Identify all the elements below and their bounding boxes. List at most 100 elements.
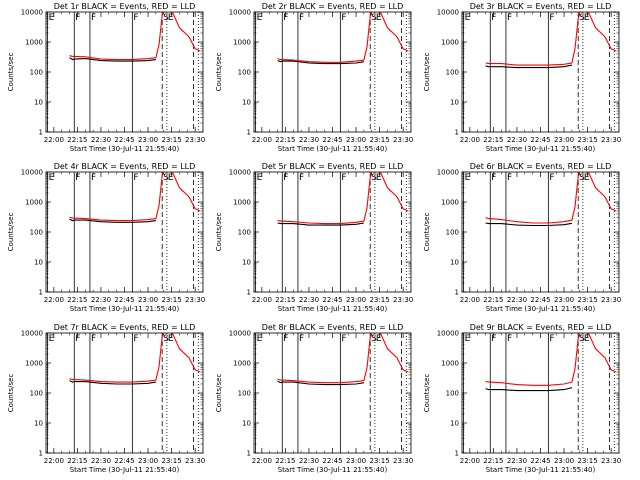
series-lld-line — [485, 333, 617, 386]
x-tick-label: 23:15 — [162, 136, 182, 144]
event-marker-label: F — [491, 173, 496, 183]
x-tick-label: 22:30 — [507, 136, 527, 144]
series-events-line — [277, 380, 364, 386]
x-tick-label: 23:15 — [370, 457, 390, 465]
y-tick-label: 1 — [455, 289, 459, 297]
x-tick-label: 22:00 — [252, 136, 272, 144]
event-marker-label: E — [584, 13, 590, 23]
x-tick-label: 22:45 — [530, 457, 550, 465]
y-axis-label: Counts/sec — [7, 53, 15, 92]
x-axis-label: Start Time (30-Jul-11 21:55:40) — [278, 145, 388, 153]
y-tick-label: 10000 — [437, 330, 459, 338]
plot-frame — [253, 332, 412, 454]
x-tick-label: 23:15 — [162, 457, 182, 465]
event-marker-label: S — [371, 173, 377, 183]
series-events-line — [277, 222, 364, 226]
plot-frame — [253, 11, 412, 133]
series-events-line — [277, 60, 364, 65]
y-tick-label: 10000 — [21, 9, 43, 17]
y-axis-label: Counts/sec — [215, 374, 223, 413]
chart-panel-4: Det 4r BLACK = Events, RED = LLD 1 10 100 10… — [7, 162, 205, 313]
y-tick-label: 1 — [247, 450, 251, 458]
x-tick-label: 22:15 — [67, 457, 87, 465]
x-tick-label: 23:00 — [346, 136, 366, 144]
y-tick-label: 1 — [39, 289, 43, 297]
x-axis-label: Start Time (30-Jul-11 21:55:40) — [486, 145, 596, 153]
event-marker-label: E — [168, 334, 174, 344]
event-marker-label: E — [376, 13, 382, 23]
event-marker-label: E — [168, 173, 174, 183]
event-marker-label: F — [91, 334, 96, 344]
series-lld-line — [69, 12, 201, 61]
y-tick-label: 100 — [446, 390, 459, 398]
event-marker-label: E — [465, 173, 471, 183]
event-marker-label: S — [163, 173, 169, 183]
series-lld-line — [69, 333, 201, 383]
event-marker-label: E — [49, 173, 55, 183]
y-tick-label: 10 — [34, 99, 43, 107]
y-tick-label: 10 — [450, 99, 459, 107]
x-tick-label: 22:15 — [67, 296, 87, 304]
y-tick-label: 10000 — [229, 169, 251, 177]
event-marker-label: E — [168, 13, 174, 23]
y-tick-label: 1000 — [233, 199, 251, 207]
panel-title: Det 5r BLACK = Events, RED = LLD — [262, 162, 404, 171]
y-tick-label: 100 — [238, 69, 251, 77]
x-tick-label: 22:45 — [114, 136, 134, 144]
x-tick-label: 22:30 — [299, 136, 319, 144]
y-tick-label: 100 — [446, 229, 459, 237]
series-lld-line — [277, 333, 409, 384]
series-events-line — [485, 64, 573, 69]
x-axis-label: Start Time (30-Jul-11 21:55:40) — [70, 466, 180, 474]
series-lld-line — [277, 172, 409, 225]
panel-title: Det 4r BLACK = Events, RED = LLD — [54, 162, 196, 171]
series-events-line — [485, 387, 573, 392]
x-tick-label: 22:45 — [114, 457, 134, 465]
x-tick-label: 22:30 — [507, 296, 527, 304]
y-tick-label: 10000 — [21, 330, 43, 338]
series-lld-line — [485, 172, 617, 224]
plot-frame — [461, 171, 620, 293]
series-lld-line — [277, 12, 409, 63]
chart-panel-6: Det 6r BLACK = Events, RED = LLD 1 10 100 10… — [423, 162, 621, 313]
x-tick-label: 23:30 — [393, 136, 413, 144]
event-marker-label: F — [299, 334, 304, 344]
y-tick-label: 100 — [238, 229, 251, 237]
event-marker-label: E — [465, 13, 471, 23]
panel-title: Det 8r BLACK = Events, RED = LLD — [262, 323, 404, 332]
y-tick-label: 10000 — [437, 9, 459, 17]
plot-frame — [45, 332, 204, 454]
event-marker-label: F — [299, 173, 304, 183]
series-events-line — [69, 218, 156, 223]
event-marker-label: F — [341, 13, 346, 23]
event-marker-label: F — [299, 13, 304, 23]
event-marker-label: F — [491, 334, 496, 344]
x-tick-label: 23:00 — [346, 457, 366, 465]
event-marker-label: F — [549, 173, 554, 183]
chart-panel-8: Det 8r BLACK = Events, RED = LLD 1 10 100 10… — [215, 323, 413, 474]
series-events-line — [69, 57, 156, 62]
x-axis-label: Start Time (30-Jul-11 21:55:40) — [278, 305, 388, 313]
event-marker-label: F — [75, 13, 80, 23]
chart-panel-3: Det 3r BLACK = Events, RED = LLD 1 10 100 10… — [423, 2, 621, 153]
y-axis-label: Counts/sec — [423, 53, 431, 92]
event-marker-label: F — [91, 173, 96, 183]
event-marker-label: F — [507, 334, 512, 344]
y-tick-label: 100 — [238, 390, 251, 398]
x-tick-label: 22:00 — [44, 457, 64, 465]
x-tick-label: 23:30 — [601, 457, 621, 465]
event-marker-label: S — [371, 13, 377, 23]
event-marker-label: E — [465, 334, 471, 344]
series-lld-line — [69, 172, 201, 222]
event-marker-label: F — [507, 173, 512, 183]
x-tick-label: 23:00 — [554, 296, 574, 304]
x-tick-label: 22:15 — [67, 136, 87, 144]
event-marker-label: F — [91, 13, 96, 23]
panel-title: Det 2r BLACK = Events, RED = LLD — [262, 2, 404, 11]
y-tick-label: 1000 — [233, 39, 251, 47]
panel-title: Det 3r BLACK = Events, RED = LLD — [470, 2, 612, 11]
x-tick-label: 23:30 — [393, 296, 413, 304]
event-marker-label: F — [283, 173, 288, 183]
x-tick-label: 23:00 — [138, 296, 158, 304]
